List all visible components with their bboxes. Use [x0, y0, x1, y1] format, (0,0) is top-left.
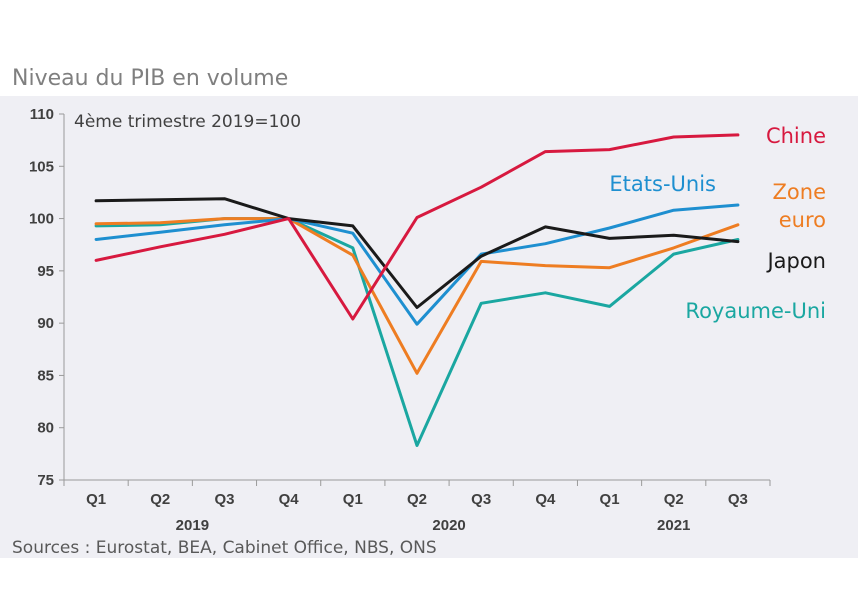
- series-label-etats-unis: Etats-Unis: [609, 172, 716, 196]
- series-line-zone-euro: [94, 217, 740, 375]
- series-line-etats-unis: [94, 203, 740, 326]
- source-note: Sources : Eurostat, BEA, Cabinet Office,…: [12, 538, 437, 558]
- series-line-japon: [94, 197, 740, 309]
- x-tick-label: Q4: [535, 491, 556, 508]
- y-tick-label: 80: [37, 420, 54, 437]
- chart-title: Niveau du PIB en volume: [12, 66, 288, 91]
- x-tick-label: Q4: [279, 491, 300, 508]
- y-tick-label: 95: [37, 263, 54, 280]
- y-tick-label: 105: [29, 158, 54, 175]
- x-tick-label: Q2: [150, 491, 170, 508]
- x-tick-label: Q2: [664, 491, 684, 508]
- series-label-royaume-uni: Royaume-Uni: [685, 299, 826, 323]
- x-tick-label: Q1: [86, 491, 106, 508]
- series-label-zone-euro: euro: [779, 208, 826, 232]
- axes: 75 80 85 90 95 100 105 110 Q1 Q2 Q3 Q4 Q1 Q2 Q3 Q4 Q1 Q2 Q…: [29, 106, 771, 534]
- base-note: 4ème trimestre 2019=100: [74, 112, 301, 132]
- y-tick-label: 90: [37, 315, 54, 332]
- x-tick-label: Q1: [343, 491, 363, 508]
- year-label: 2020: [432, 517, 465, 534]
- series-lines: [94, 133, 740, 447]
- plot-background: [0, 96, 858, 558]
- series-label-chine: Chine: [766, 124, 826, 148]
- y-tick-label: 100: [29, 211, 54, 228]
- x-tick-label: Q3: [214, 491, 234, 508]
- series-label-japon: Japon: [765, 249, 826, 273]
- year-label: 2019: [176, 517, 209, 534]
- y-tick-label: 85: [37, 367, 54, 384]
- year-label: 2021: [657, 517, 690, 534]
- series-labels: Chine Etats-Unis Zone euro Japon Royaume-Uni: [609, 124, 826, 323]
- series-label-zone-euro: Zone: [773, 180, 826, 204]
- y-tick-label: 110: [30, 106, 54, 123]
- series-line-chine: [94, 133, 740, 321]
- x-tick-label: Q2: [407, 491, 427, 508]
- x-tick-label: Q3: [728, 491, 748, 508]
- y-tick-label: 75: [37, 472, 54, 489]
- x-tick-label: Q1: [600, 491, 620, 508]
- x-tick-label: Q3: [471, 491, 491, 508]
